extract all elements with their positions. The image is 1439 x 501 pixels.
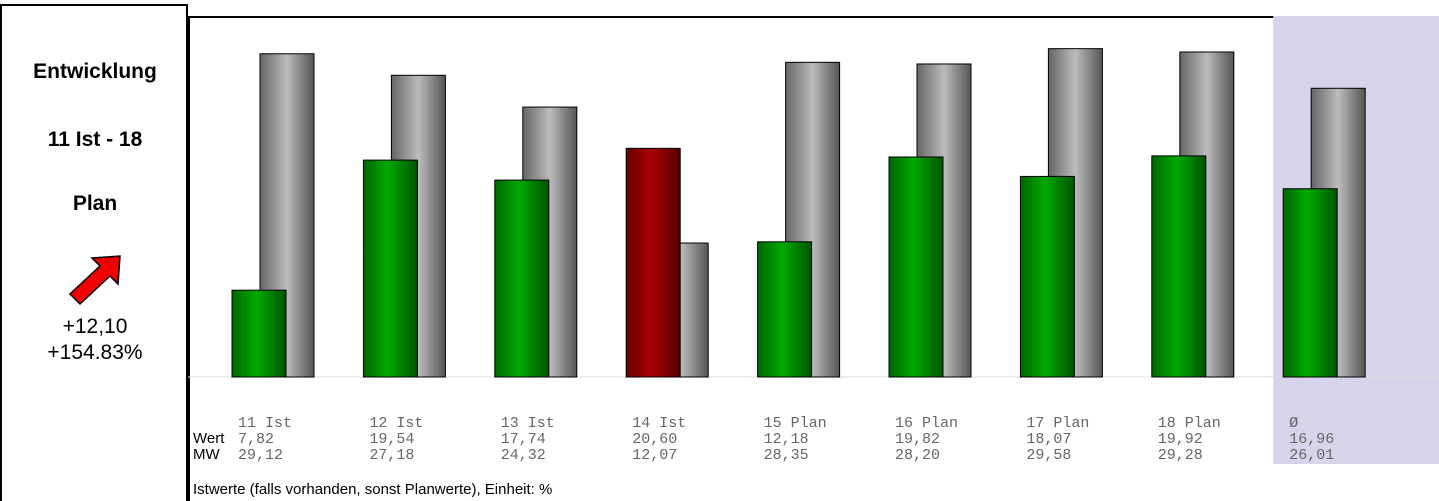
tick-label-2: 13 Ist — [501, 415, 555, 432]
bar-wert-8 — [1282, 188, 1338, 378]
wert-label-6: 18,07 — [1026, 431, 1071, 448]
bar-wert-6 — [1019, 175, 1075, 378]
wert-label-3: 20,60 — [632, 431, 677, 448]
arrow-up-right-icon — [68, 255, 121, 306]
tick-label-4: 15 Plan — [764, 415, 827, 432]
tick-label-7: 18 Plan — [1158, 415, 1221, 432]
mw-label-4: 28,35 — [764, 447, 809, 464]
tick-label-0: 11 Ist — [238, 415, 292, 432]
wert-label-8: 16,96 — [1289, 431, 1334, 448]
wert-label-1: 19,54 — [369, 431, 414, 448]
summary-title-line2: 11 Ist - 18 — [47, 128, 143, 151]
tick-label-5: 16 Plan — [895, 415, 958, 432]
bar-wert-3 — [625, 147, 681, 378]
tick-label-3: 14 Ist — [632, 415, 686, 432]
mw-label-0: 29,12 — [238, 447, 283, 464]
wert-label-0: 7,82 — [238, 431, 274, 448]
mw-label-5: 28,20 — [895, 447, 940, 464]
bar-wert-5 — [888, 156, 944, 378]
bar-wert-1 — [362, 159, 418, 378]
mw-label-3: 12,07 — [632, 447, 677, 464]
mw-label-6: 29,58 — [1026, 447, 1071, 464]
tick-label-1: 12 Ist — [369, 415, 423, 432]
bar-wert-0 — [231, 289, 287, 378]
row-label-mw: MW — [193, 446, 220, 463]
mw-label-1: 27,18 — [369, 447, 414, 464]
row-label-wert: Wert — [193, 430, 225, 447]
mw-label-2: 24,32 — [501, 447, 546, 464]
chart-frame — [188, 16, 1439, 501]
bars-layer — [231, 48, 1366, 378]
bar-wert-2 — [494, 179, 550, 378]
wert-label-4: 12,18 — [764, 431, 809, 448]
summary-panel: Entwicklung 11 Ist - 18 Plan +12,10 +154… — [0, 4, 188, 501]
wert-label-5: 19,82 — [895, 431, 940, 448]
tick-label-8: Ø — [1289, 415, 1298, 432]
summary-title-line1: Entwicklung — [33, 60, 157, 83]
summary-change-abs: +12,10 — [62, 315, 128, 338]
chart-caption: Istwerte (falls vorhanden, sonst Planwer… — [193, 481, 552, 498]
bar-wert-4 — [757, 241, 813, 378]
mw-label-8: 26,01 — [1289, 447, 1334, 464]
summary-change-pct: +154.83% — [47, 341, 143, 364]
summary-title-line3: Plan — [72, 192, 118, 215]
bar-wert-7 — [1151, 155, 1207, 378]
mw-label-7: 29,28 — [1158, 447, 1203, 464]
wert-label-7: 19,92 — [1158, 431, 1203, 448]
wert-label-2: 17,74 — [501, 431, 546, 448]
tick-label-6: 17 Plan — [1026, 415, 1089, 432]
